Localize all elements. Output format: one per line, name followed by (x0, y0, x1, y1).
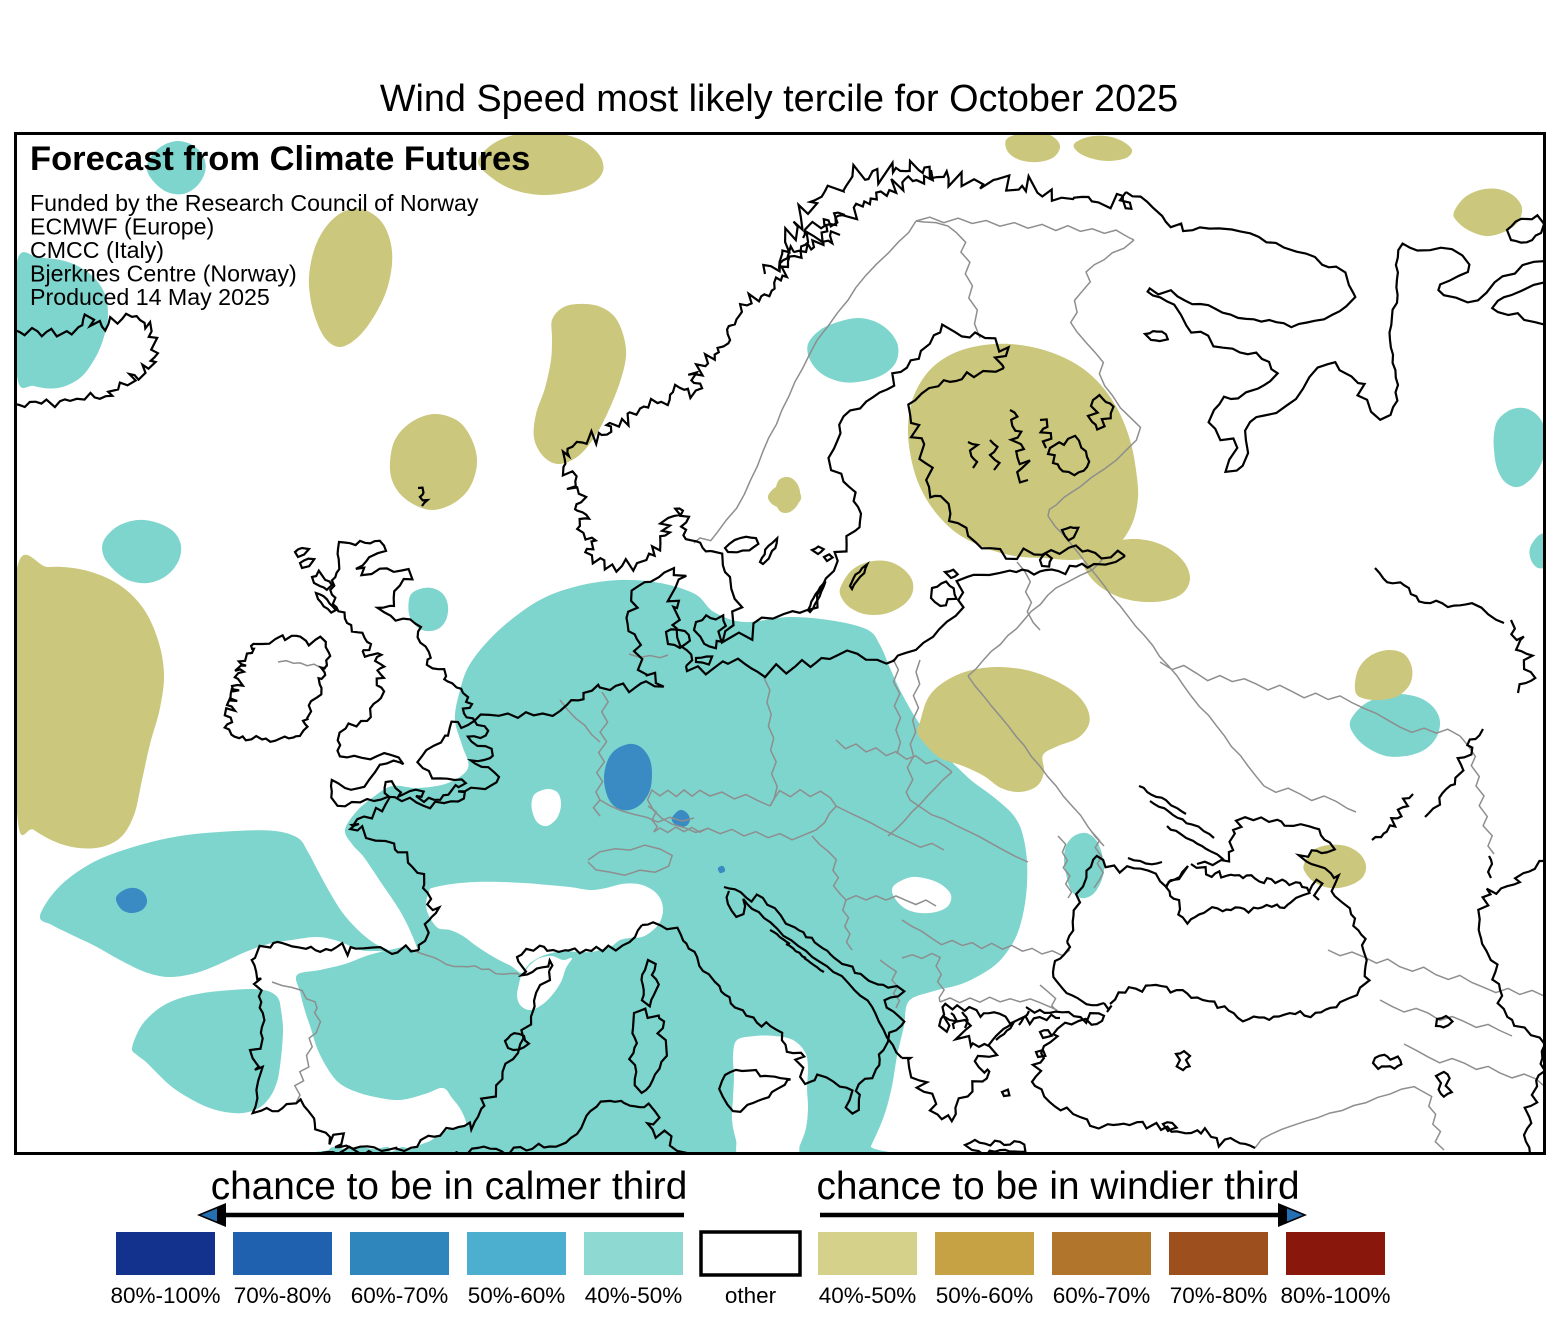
svg-text:Produced 14 May 2025: Produced 14 May 2025 (30, 284, 270, 310)
svg-text:chance to be in windier third: chance to be in windier third (816, 1165, 1299, 1208)
svg-text:80%-100%: 80%-100% (110, 1283, 220, 1308)
svg-text:50%-60%: 50%-60% (936, 1283, 1034, 1308)
svg-text:60%-70%: 60%-70% (351, 1283, 449, 1308)
svg-text:70%-80%: 70%-80% (1170, 1283, 1268, 1308)
svg-text:80%-100%: 80%-100% (1280, 1283, 1390, 1308)
svg-text:60%-70%: 60%-70% (1053, 1283, 1151, 1308)
svg-text:40%-50%: 40%-50% (585, 1283, 683, 1308)
svg-text:70%-80%: 70%-80% (234, 1283, 332, 1308)
svg-text:chance to be in calmer third: chance to be in calmer third (211, 1165, 688, 1208)
svg-text:40%-50%: 40%-50% (819, 1283, 917, 1308)
svg-text:Wind Speed most likely tercile: Wind Speed most likely tercile for Octob… (380, 78, 1178, 120)
svg-text:Forecast from Climate Futures: Forecast from Climate Futures (30, 140, 530, 178)
svg-text:Funded by the Research Council: Funded by the Research Council of Norway (30, 190, 479, 216)
svg-text:Bjerknes Centre (Norway): Bjerknes Centre (Norway) (30, 261, 297, 287)
svg-text:other: other (725, 1283, 777, 1308)
svg-text:ECMWF (Europe): ECMWF (Europe) (30, 214, 214, 240)
svg-text:CMCC (Italy): CMCC (Italy) (30, 237, 164, 263)
svg-text:50%-60%: 50%-60% (468, 1283, 566, 1308)
